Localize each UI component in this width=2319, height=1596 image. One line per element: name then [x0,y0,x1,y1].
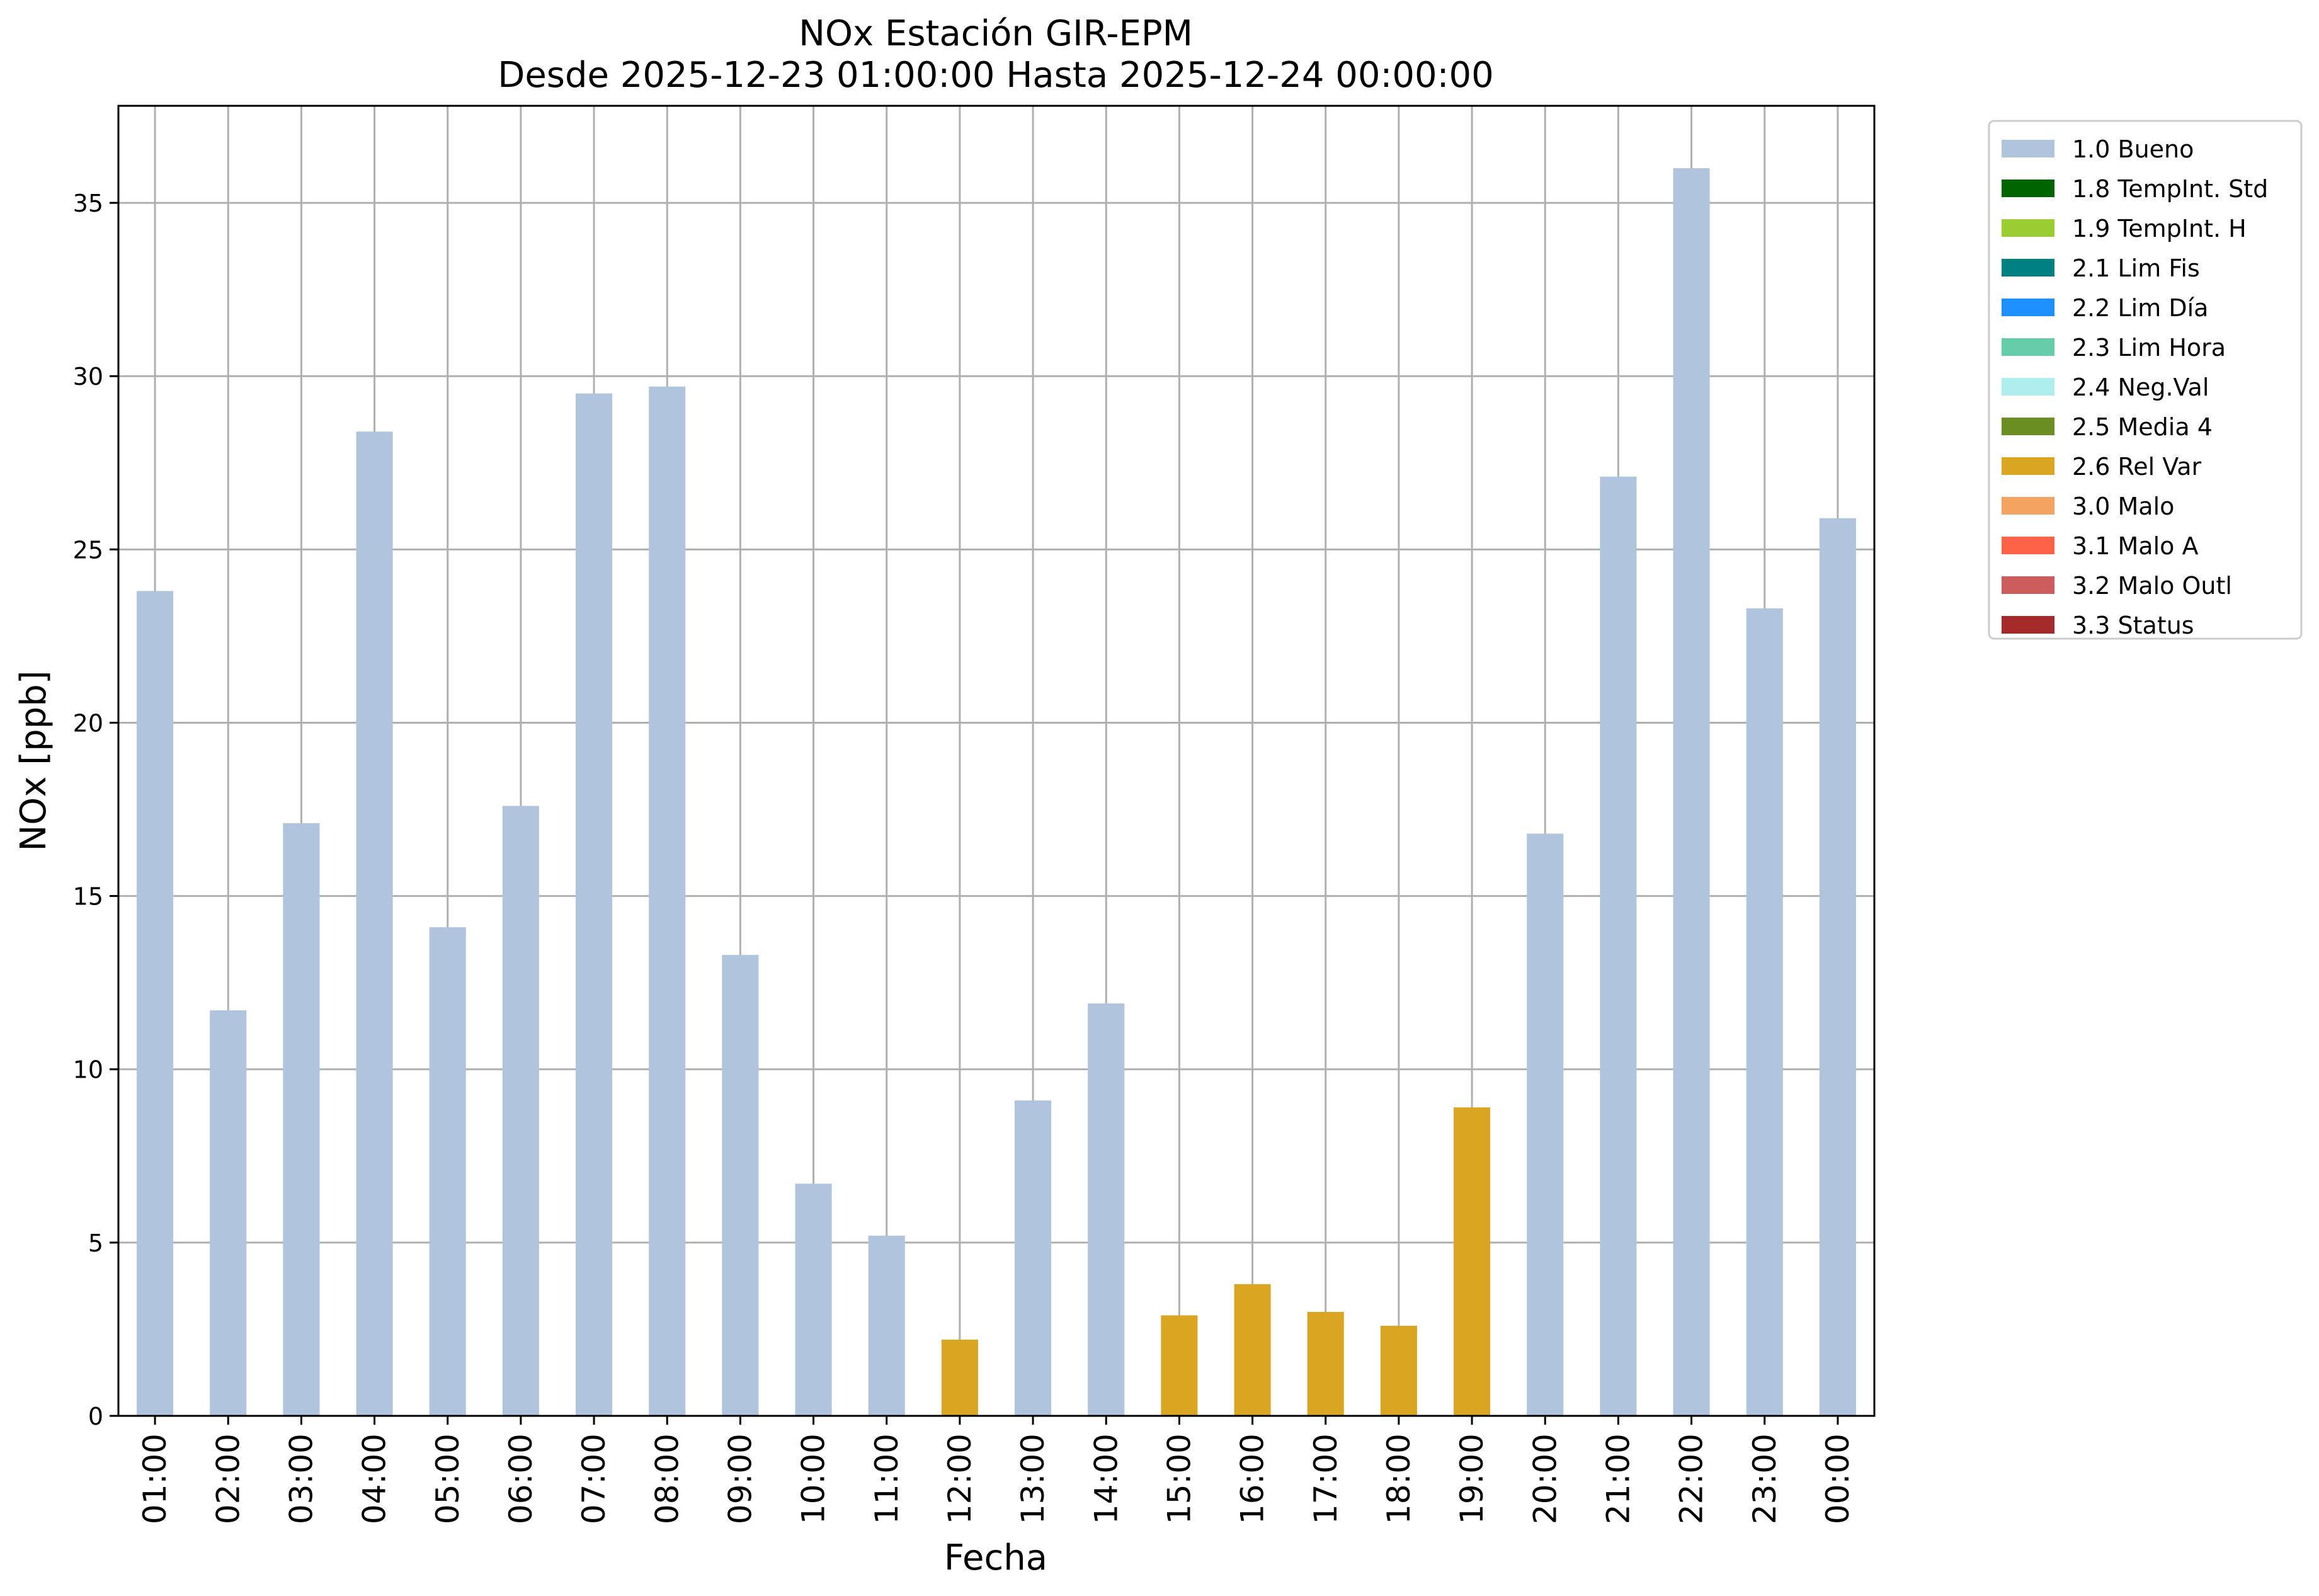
chart-subtitle: Desde 2025-12-23 01:00:00 Hasta 2025-12-… [498,55,1494,96]
legend-swatch [2002,180,2054,197]
legend-swatch [2002,418,2054,435]
y-tick-label: 20 [73,709,103,737]
legend-label: 1.8 TempInt. Std [2072,175,2268,203]
x-tick-label: 14:00 [1088,1434,1124,1524]
legend-label: 2.4 Neg.Val [2072,373,2209,401]
y-tick-label: 35 [73,190,103,217]
bar [1015,1100,1052,1416]
bar-series [137,168,1856,1416]
x-tick-label: 20:00 [1527,1434,1563,1524]
legend-swatch [2002,457,2054,475]
bar [1746,608,1783,1416]
bar [722,955,759,1416]
x-tick-label: 16:00 [1234,1434,1271,1524]
x-axis-label: Fecha [944,1537,1047,1578]
x-tick-label: 10:00 [795,1434,832,1524]
bar [795,1183,832,1416]
legend-swatch [2002,576,2054,594]
legend-label: 2.3 Lim Hora [2072,334,2226,362]
y-tick-label: 5 [88,1229,103,1257]
legend-swatch [2002,338,2054,356]
x-tick-label: 09:00 [722,1434,758,1524]
x-tick-label: 04:00 [356,1434,393,1524]
legend-swatch [2002,378,2054,396]
x-tick-label: 11:00 [869,1434,905,1524]
legend-label: 1.9 TempInt. H [2072,215,2247,242]
bar [1527,833,1564,1416]
bar [1454,1107,1491,1416]
bar [1600,476,1637,1416]
x-tick-label: 23:00 [1746,1434,1783,1524]
bar [1380,1325,1417,1416]
y-tick-label: 10 [73,1056,103,1084]
x-tick-label: 01:00 [137,1434,173,1524]
x-tick-label: 22:00 [1673,1434,1710,1524]
bar [1161,1315,1198,1416]
y-tick-label: 25 [73,536,103,564]
x-tick-label: 00:00 [1820,1434,1856,1524]
bar [356,431,393,1416]
bar [1673,168,1710,1416]
x-tick-label: 12:00 [942,1434,978,1524]
y-axis-ticks: 0 5 10 15 20 25 30 35 [73,190,118,1430]
bar [137,591,174,1416]
plot-frame [117,105,1876,1417]
legend-swatch [2002,616,2054,634]
legend-swatch [2002,497,2054,515]
x-tick-label: 03:00 [283,1434,319,1524]
legend-label: 2.2 Lim Día [2072,294,2208,322]
legend-swatch [2002,537,2054,554]
bar [502,806,539,1416]
bar [1088,1003,1125,1416]
y-tick-label: 30 [73,363,103,390]
y-tick-label: 15 [73,883,103,911]
legend-label: 3.0 Malo [2072,493,2174,520]
x-tick-label: 17:00 [1308,1434,1344,1524]
bar [941,1339,978,1416]
legend-label: 2.1 Lim Fis [2072,254,2200,282]
legend-label: 2.5 Media 4 [2072,413,2213,441]
y-axis-label: NOx [ppb] [13,670,54,851]
legend-frame [1988,120,2303,640]
x-tick-label: 07:00 [576,1434,612,1524]
bar [1819,518,1856,1416]
legend-swatch [2002,299,2054,316]
bar [1307,1311,1344,1416]
bar [868,1235,905,1416]
x-tick-label: 19:00 [1454,1434,1490,1524]
legend: 1.0 Bueno 1.8 TempInt. Std 1.9 TempInt. H 2… [1988,120,2303,640]
x-axis-ticks: 01:00 02:00 03:00 04:00 05:00 06:00 07:00 08:00… [137,1416,1856,1524]
bar [1234,1284,1271,1416]
legend-swatch [2002,259,2054,276]
x-tick-label: 02:00 [210,1434,246,1524]
chart-title: NOx Estación GIR-EPM [799,13,1193,54]
x-tick-label: 08:00 [649,1434,685,1524]
legend-label: 3.1 Malo A [2072,532,2198,560]
x-tick-label: 15:00 [1161,1434,1197,1524]
legend-label: 2.6 Rel Var [2072,453,2202,481]
legend-label: 3.2 Malo Outl [2072,572,2232,600]
bar [649,386,686,1416]
y-tick-label: 0 [88,1403,103,1430]
x-tick-label: 13:00 [1015,1434,1051,1524]
legend-label: 3.3 Status [2072,612,2194,639]
legend-label: 1.0 Bueno [2072,135,2194,163]
bar [210,1010,247,1416]
x-tick-label: 06:00 [503,1434,539,1524]
bar [283,823,320,1416]
bar [429,927,466,1416]
x-tick-label: 05:00 [430,1434,466,1524]
legend-swatch [2002,140,2054,157]
x-tick-label: 18:00 [1381,1434,1417,1524]
bar [576,393,613,1416]
legend-swatch [2002,219,2054,237]
x-tick-label: 21:00 [1600,1434,1636,1524]
